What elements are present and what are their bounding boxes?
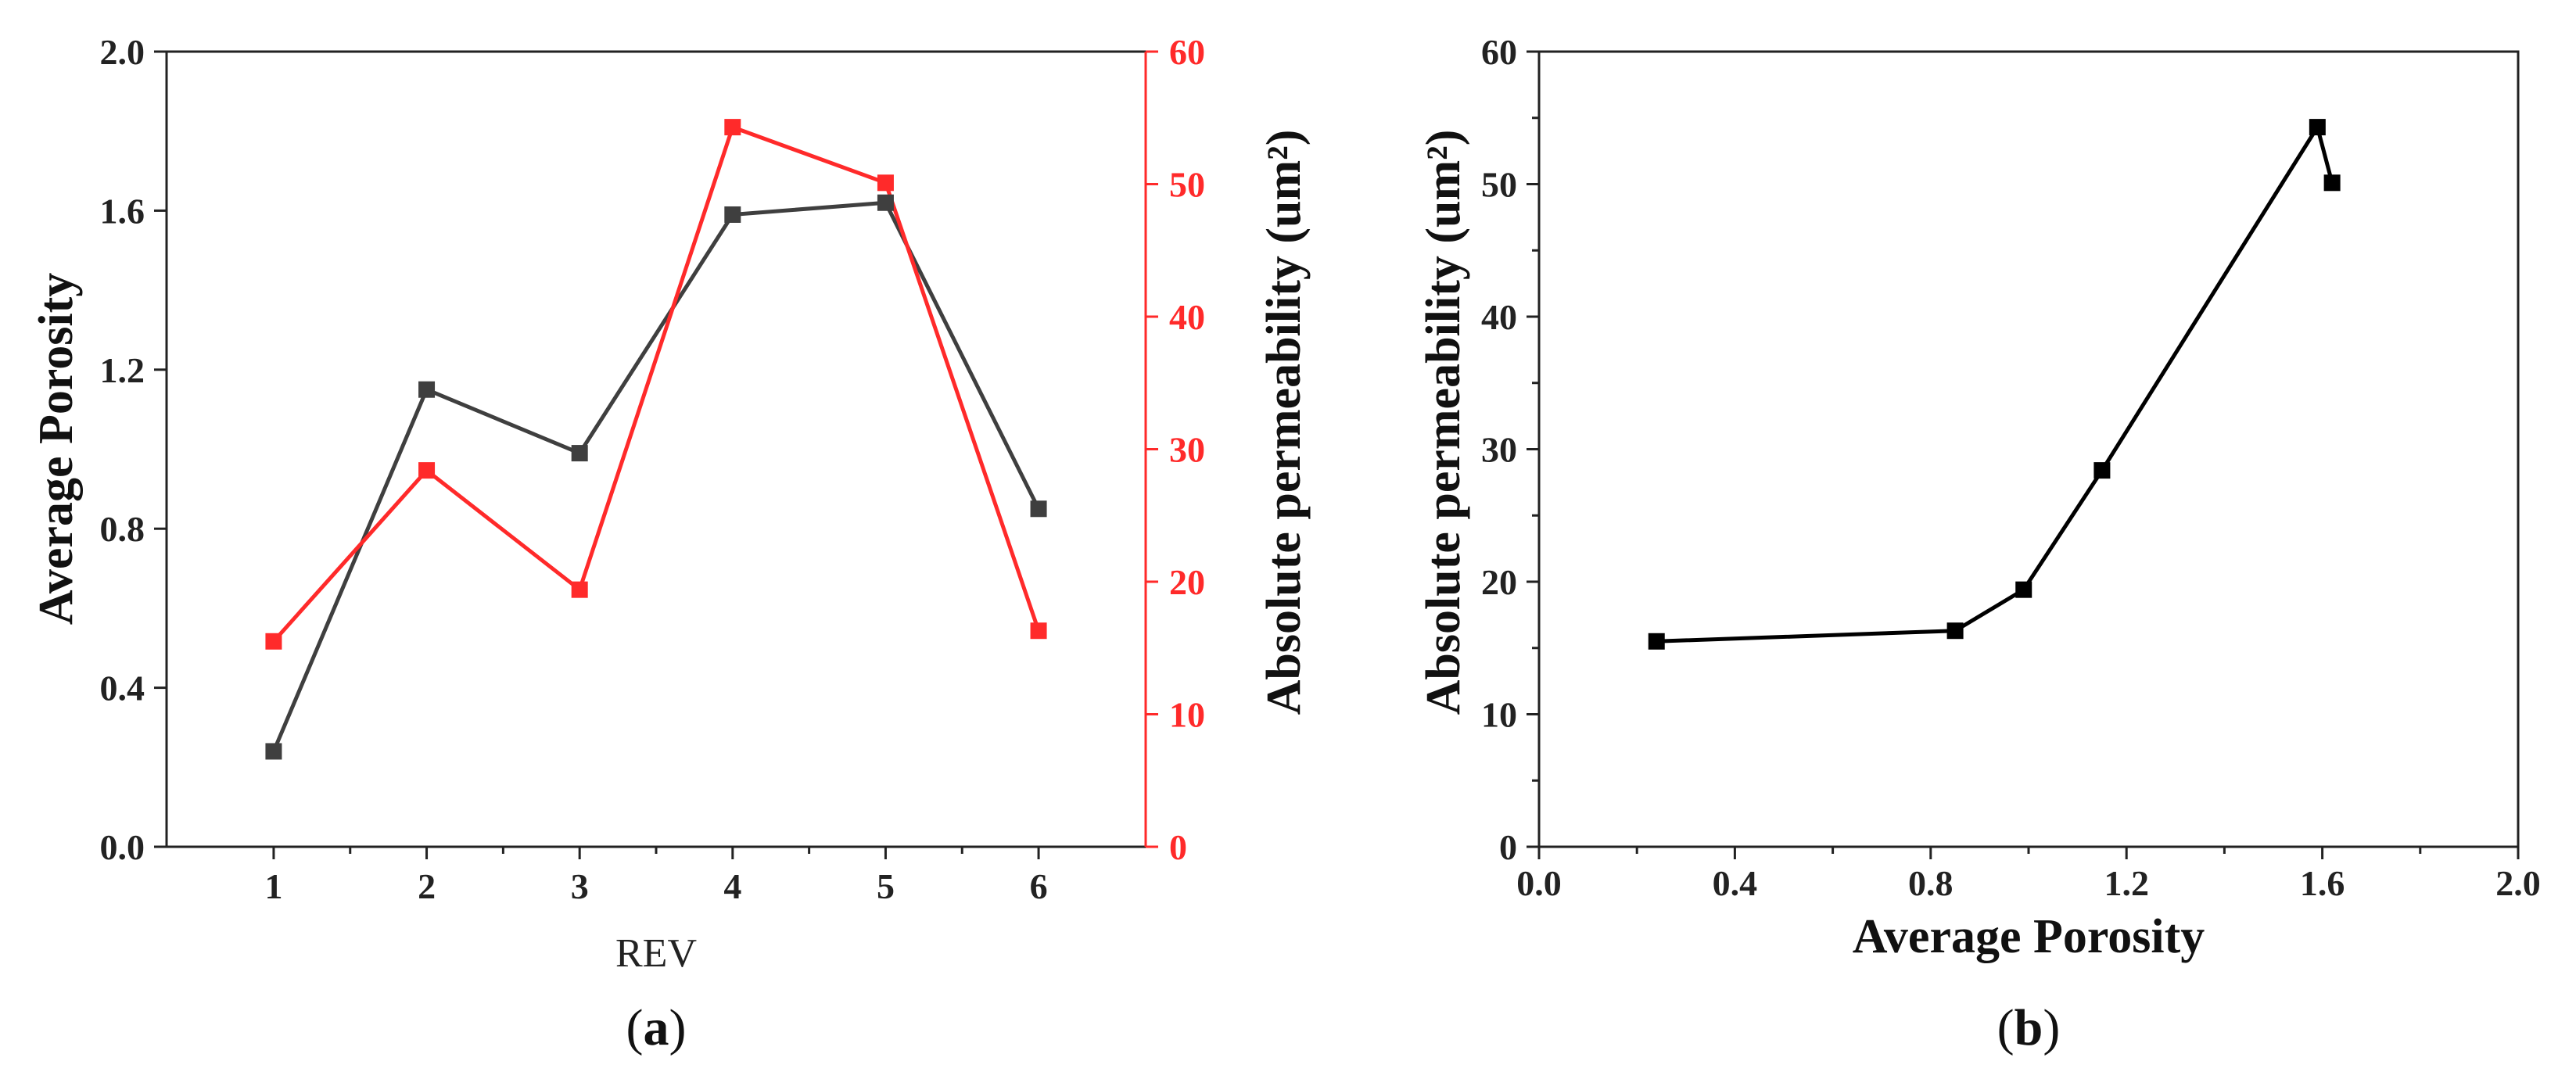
x-tick-label: 2 [418,866,436,906]
data-point [2309,119,2326,136]
data-point-permeability [724,119,741,136]
series-line-porosity [271,200,1041,752]
data-point-porosity [1030,500,1047,518]
plot-area-b [1537,50,2520,848]
y-tick-label: 60 [1481,32,1517,72]
y-tick-label: 0.4 [100,669,145,708]
y2-ticks-a: 0 10 20 30 40 50 60 [1146,32,1205,867]
y2-tick-label: 20 [1169,562,1205,602]
data-point [1648,633,1665,650]
x-tick-label: 0.4 [1713,863,1758,903]
data-point-porosity [877,194,894,211]
x-ticks-b: 0.0 0.4 0.8 1.2 1.6 2.0 [1516,847,2541,903]
data-point-porosity [571,445,588,462]
data-point-permeability [877,174,894,192]
panel-label-a: (a) [626,999,687,1056]
y-tick-label: 30 [1481,430,1517,470]
data-point-permeability [1030,622,1047,640]
data-point-porosity [418,381,436,398]
x-tick-label: 1 [264,866,282,906]
x-axis-title-a: REV [615,931,697,976]
panel-label-b: (b) [1997,999,2061,1056]
series-points-b [1648,119,2341,650]
y-tick-label: 0.0 [100,827,145,867]
data-point-permeability [265,633,282,650]
chart-b: 0.0 0.4 0.8 1.2 1.6 2.0 0 10 20 30 40 50 60 Average… [1417,32,2541,963]
data-point-permeability [418,462,436,479]
y2-axis-title-a: Absolute permeability (um²) [1258,130,1311,715]
y2-tick-label: 50 [1169,165,1205,205]
x-tick-label: 0.8 [1908,863,1954,903]
series-lines-b [1656,125,2334,643]
plot-area-a [165,50,1147,848]
x-tick-label: 4 [723,866,741,906]
data-point [2323,174,2341,192]
data-point-porosity [265,743,282,760]
y-tick-label: 10 [1481,695,1517,735]
x-axis-title-b: Average Porosity [1853,910,2205,963]
series-line-permeability [272,125,1041,643]
y-tick-label: 0 [1499,827,1517,867]
y-ticks-b: 0 10 20 30 40 50 60 [1481,32,1539,867]
y-tick-label: 2.0 [100,32,145,72]
y-tick-label: 20 [1481,562,1517,602]
data-point-permeability [571,581,588,598]
x-tick-label: 1.6 [2300,863,2345,903]
y-tick-label: 40 [1481,297,1517,337]
y-axis-title-a: Average Porosity [30,273,83,626]
x-tick-label: 6 [1030,866,1048,906]
y-axis-title-b: Absolute permeability (um²) [1417,130,1470,715]
y2-tick-label: 30 [1169,430,1205,470]
x-ticks-a: 1 2 3 4 5 6 [264,847,1048,906]
x-tick-label: 1.2 [2104,863,2149,903]
y-tick-label: 50 [1481,165,1517,205]
y-tick-label: 1.2 [100,350,145,390]
x-tick-label: 5 [877,866,895,906]
y2-tick-label: 0 [1169,827,1187,867]
y-ticks-a: 0.0 0.4 0.8 1.2 1.6 2.0 [100,32,167,867]
data-point-porosity [724,206,741,223]
data-point [1946,622,1964,640]
series-points-a [265,119,1047,760]
x-tick-label: 0.0 [1516,863,1562,903]
y2-tick-label: 10 [1169,695,1205,735]
y-tick-label: 0.8 [100,509,145,549]
y2-tick-label: 60 [1169,32,1205,72]
data-point [2015,581,2032,598]
data-point [2093,462,2111,479]
x-tick-label: 3 [571,866,589,906]
series-line-permeability-vs-porosity [1656,125,2334,643]
y2-tick-label: 40 [1169,297,1205,337]
x-tick-label: 2.0 [2495,863,2541,903]
y-tick-label: 1.6 [100,191,145,231]
series-lines-a [271,125,1041,752]
